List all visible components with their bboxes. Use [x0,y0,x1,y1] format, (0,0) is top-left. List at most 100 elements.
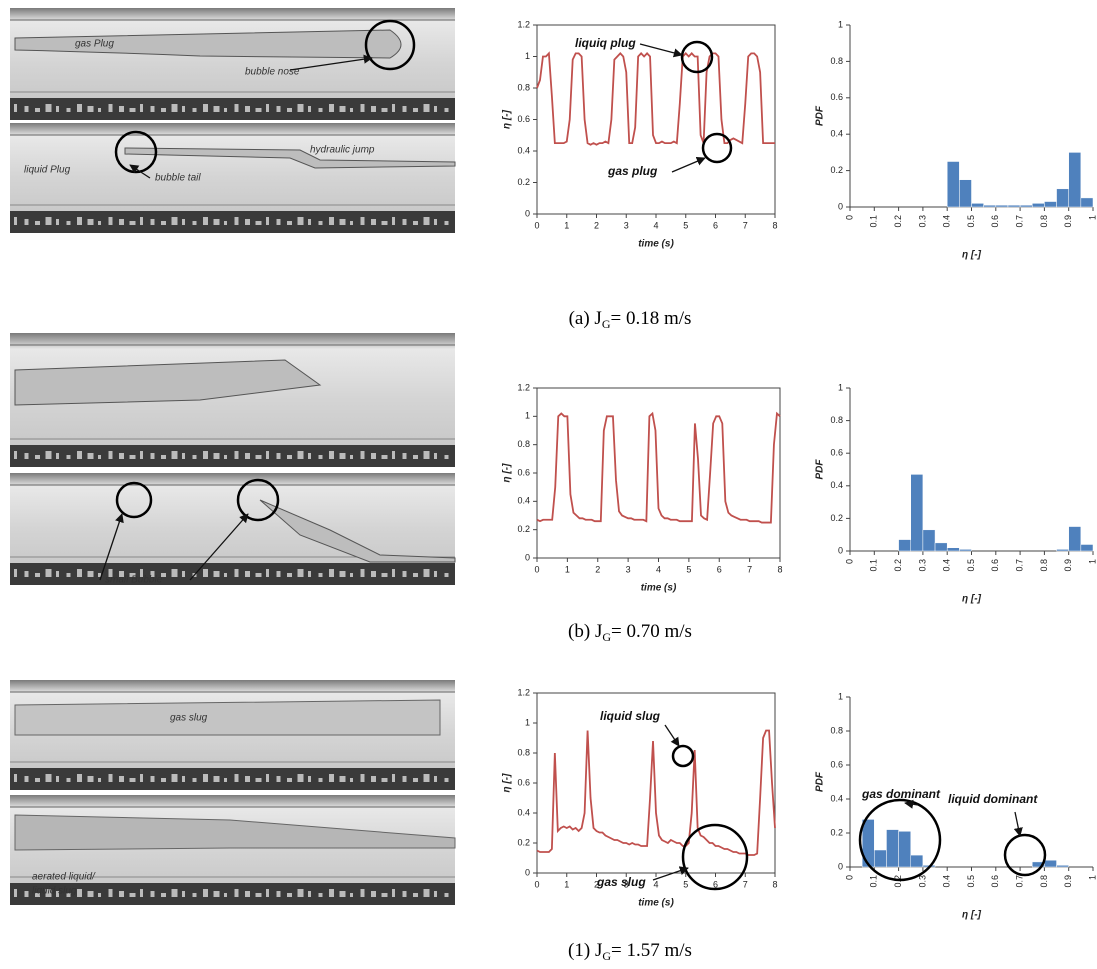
y-tick-label: 0.4 [517,807,530,817]
ruler-mark [108,889,113,897]
ruler-mark [371,891,376,897]
ruler-mark [150,219,155,225]
x-tick-label: 0.5 [966,875,976,888]
ruler-mark [444,573,449,577]
ruler-mark [119,891,124,897]
ruler-mark [77,889,82,897]
ruler-mark [339,571,346,577]
ruler-mark [87,106,94,112]
y-axis-label: PDF [815,105,826,126]
histogram-bar [1068,152,1082,208]
histogram-bar [898,831,911,868]
ruler-mark [129,778,136,782]
y-tick-label: 1 [525,717,530,727]
histogram-bar [946,547,960,552]
ruler-mark [98,221,101,225]
ruler-mark [87,776,94,782]
ruler-mark [213,776,220,782]
ruler-mark [245,453,250,459]
ruler-mark [182,453,185,459]
ruler-mark [234,451,239,459]
ruler-mark [140,217,143,225]
ruler-mark [24,219,29,225]
y-tick-label: 0.4 [830,480,843,490]
ruler-mark [350,778,353,782]
x-tick-label: 4 [656,564,661,574]
ruler-mark [350,573,353,577]
y-axis-label: η [-] [502,463,513,483]
ruler-mark [308,891,311,897]
ruler-mark [98,108,101,112]
x-tick-label: 0.7 [1014,559,1024,572]
y-tick-label: 0 [525,208,530,218]
plot-frame [536,387,781,559]
ruler-mark [329,569,334,577]
x-tick-label: 2 [595,564,600,574]
arrow [639,43,683,58]
ruler-mark [77,217,82,225]
ruler-mark [140,569,143,577]
ruler-mark [392,569,395,577]
histogram-bar [1044,859,1057,868]
histogram-bar [898,539,911,552]
highlight-circle [364,19,416,71]
y-tick-label: 1 [838,691,843,701]
x-tick-label: 0.5 [966,215,976,228]
x-tick-label: 8 [772,879,777,889]
arrow [1013,811,1023,837]
ruler-mark [150,453,155,459]
histogram-bar [874,849,887,868]
ruler-mark [77,451,82,459]
y-tick-label: 0.6 [517,777,530,787]
arrow [671,157,706,173]
caption-prefix: (a) J [569,308,602,329]
histogram-bar [971,203,984,208]
caption: (1) JG= 1.57 m/s [568,940,692,962]
ruler-mark [255,893,262,897]
ruler-mark [423,774,430,782]
ruler-mark [276,106,281,112]
y-tick-label: 0.6 [830,759,843,769]
ruler-mark [329,889,334,897]
ruler-mark [297,774,304,782]
ruler [10,98,455,120]
ruler-mark [402,776,407,782]
ruler-mark [297,217,304,225]
ruler-mark [213,106,220,112]
x-tick-label: 5 [683,879,688,889]
histogram-bar [934,542,948,552]
highlight-circle [858,798,942,882]
ruler-mark [245,219,250,225]
ruler-mark [150,891,155,897]
x-tick-label: 0.3 [917,875,927,888]
histogram-bar [1056,865,1069,868]
ruler-mark [245,891,250,897]
ruler-mark [339,453,346,459]
y-tick-label: 0.6 [830,448,843,458]
ruler-mark [413,455,418,459]
ruler-mark [360,569,365,577]
ruler-mark [434,571,437,577]
ruler-mark [287,573,292,577]
photo-annotation: bubble nose [245,67,300,78]
ruler-mark [14,104,17,112]
charts: 0 0.2 0.4 0.6 0.8 1 1.2 0 1 2 3 4 5 6 7 8 time (s) η [-] l… [502,19,1097,920]
x-tick-label: 6 [717,564,722,574]
bubble [14,29,402,59]
ruler-mark [87,453,94,459]
ruler-mark [245,776,250,782]
x-tick-label: 0.2 [893,215,903,228]
x-tick-label: 0.8 [1039,215,1049,228]
histogram-bar [1056,188,1069,208]
x-axis-label: time (s) [638,898,674,909]
y-tick-label: 1 [525,411,530,421]
x-tick-label: 7 [743,879,748,889]
photo-annotation: bubble tail [155,173,201,184]
ruler-mark [77,569,82,577]
caption-subscript: G [602,949,611,963]
ruler-mark [66,221,71,225]
histogram-bar [959,549,972,552]
ruler-mark [339,106,346,112]
y-tick-label: 0 [838,201,843,211]
